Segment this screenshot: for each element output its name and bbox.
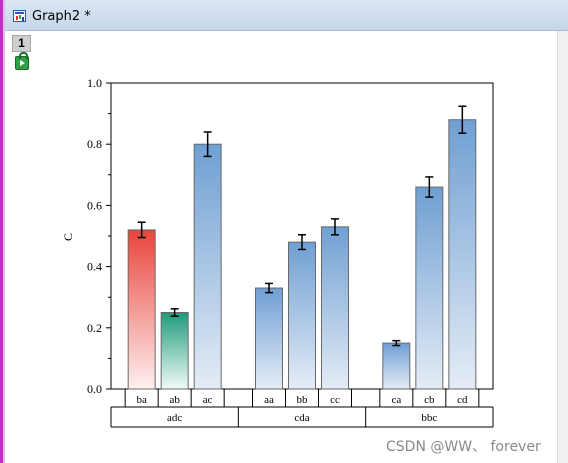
group-label-cda: cda	[294, 412, 309, 424]
group-label-bbc: bbc	[421, 412, 437, 424]
bar-ab	[160, 312, 189, 390]
bar-aa	[255, 287, 283, 390]
y-tick-label: 0.6	[87, 198, 102, 212]
window-border-inner	[3, 0, 5, 463]
x-tick-label-aa: aa	[264, 394, 274, 406]
window-title: Graph2 *	[32, 9, 91, 24]
x-tick-label-cb: cb	[424, 394, 435, 406]
x-tick-label-ac: ac	[203, 394, 213, 406]
x-tick-label-ca: ca	[391, 394, 401, 406]
x-tick-label-ab: ab	[169, 394, 180, 406]
y-tick-label: 0.8	[87, 137, 102, 151]
y-tick-label: 1.0	[87, 76, 102, 90]
y-axis-label: C	[61, 233, 75, 241]
window-right-edge	[557, 31, 568, 463]
watermark: CSDN @WW、 forever	[386, 439, 541, 455]
y-tick-label: 0.0	[87, 382, 102, 396]
x-tick-label-cd: cd	[457, 394, 468, 406]
bar-cc	[321, 226, 349, 390]
bar-cd	[448, 119, 477, 390]
y-tick-label: 0.4	[87, 260, 102, 274]
lock-icon[interactable]	[15, 52, 29, 70]
window-titlebar[interactable]: Graph2 *	[5, 0, 568, 31]
bar-cb	[415, 186, 444, 390]
bar-ac	[193, 143, 222, 390]
x-tick-label-bb: bb	[297, 394, 309, 406]
y-tick-label: 0.2	[87, 321, 102, 335]
bar-bb	[288, 241, 316, 390]
layer-tab[interactable]: 1	[12, 35, 31, 52]
window-border	[0, 0, 3, 463]
graph-window-icon[interactable]	[13, 10, 26, 22]
x-tick-label-cc: cc	[330, 394, 340, 406]
bar-ca	[382, 342, 411, 390]
bar-ba	[127, 229, 156, 390]
x-tick-label-ba: ba	[136, 394, 147, 406]
group-label-adc: adc	[167, 412, 182, 424]
